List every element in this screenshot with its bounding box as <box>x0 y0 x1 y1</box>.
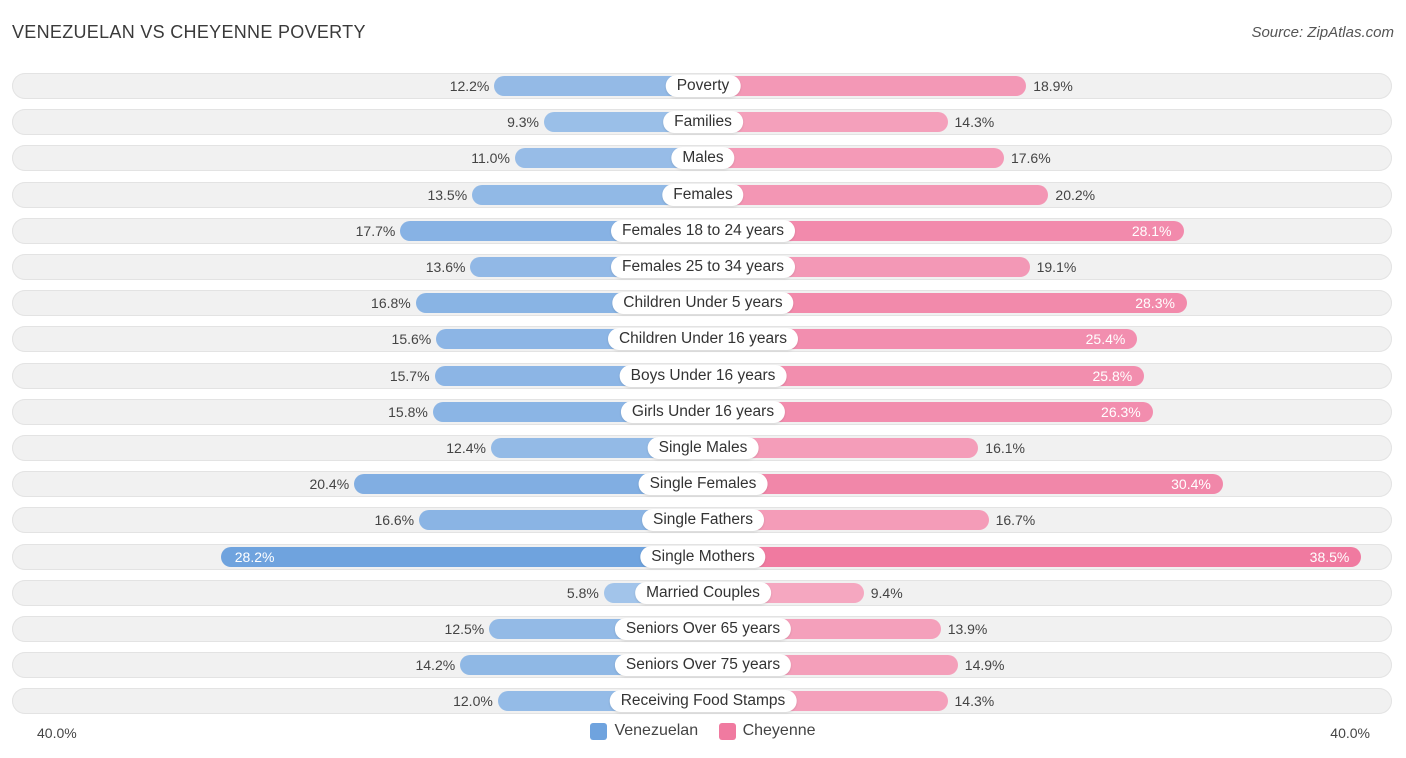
value-venezuelan-females-25-to-34-years: 13.6% <box>425 259 466 275</box>
value-cheyenne-poverty: 18.9% <box>1033 78 1073 94</box>
value-cheyenne-boys-under-16-years: 25.8% <box>1092 367 1133 384</box>
bar-cheyenne-poverty[interactable] <box>703 76 1027 96</box>
value-cheyenne-receiving-food-stamps: 14.3% <box>954 693 995 710</box>
bar-cheyenne-males[interactable] <box>703 148 1004 169</box>
bar-cheyenne-females[interactable] <box>703 184 1049 205</box>
value-cheyenne-married-couples: 9.4% <box>870 584 903 601</box>
category-label-children-under-16-years: Children Under 16 years <box>607 328 799 351</box>
value-venezuelan-receiving-food-stamps: 12.0% <box>453 693 493 710</box>
category-label-poverty: Poverty <box>665 75 741 97</box>
chart-title: VENEZUELAN VS CHEYENNE POVERTY <box>12 22 366 42</box>
legend-label-venezuelan: Venezuelan <box>614 722 699 739</box>
bar-venezuelan-single-females[interactable] <box>354 474 703 495</box>
bar-cheyenne-single-males[interactable] <box>703 438 979 458</box>
category-label-females-18-to-24-years: Females 18 to 24 years <box>611 219 795 242</box>
value-cheyenne-children-under-16-years: 25.4% <box>1085 331 1126 348</box>
source-note: Source: ZipAtlas.com <box>1251 24 1394 41</box>
value-venezuelan-girls-under-16-years: 15.8% <box>388 403 428 420</box>
value-cheyenne-females-18-to-24-years: 28.1% <box>1131 222 1172 239</box>
category-label-children-under-5-years: Children Under 5 years <box>612 292 794 315</box>
value-cheyenne-single-mothers: 38.5% <box>1309 548 1350 565</box>
category-label-females-25-to-34-years: Females 25 to 34 years <box>611 256 795 278</box>
category-label-males: Males <box>671 147 735 170</box>
bar-venezuelan-single-fathers[interactable] <box>419 510 703 531</box>
category-label-seniors-over-65-years: Seniors Over 65 years <box>614 618 792 640</box>
legend-swatch-venezuelan <box>590 722 608 740</box>
category-label-boys-under-16-years: Boys Under 16 years <box>619 364 787 387</box>
value-cheyenne-females: 20.2% <box>1055 186 1096 203</box>
value-venezuelan-boys-under-16-years: 15.7% <box>389 367 430 384</box>
legend-item-venezuelan[interactable]: Venezuelan <box>590 722 698 740</box>
value-venezuelan-single-mothers: 28.2% <box>234 548 275 565</box>
category-label-receiving-food-stamps: Receiving Food Stamps <box>609 690 797 713</box>
bar-venezuelan-poverty[interactable] <box>494 76 703 96</box>
value-cheyenne-single-females: 30.4% <box>1171 476 1211 493</box>
value-venezuelan-children-under-16-years: 15.6% <box>391 331 432 348</box>
legend-label-cheyenne: Cheyenne <box>742 722 816 739</box>
category-label-seniors-over-75-years: Seniors Over 75 years <box>614 654 792 677</box>
category-label-girls-under-16-years: Girls Under 16 years <box>620 400 786 423</box>
category-label-married-couples: Married Couples <box>635 581 771 604</box>
value-cheyenne-girls-under-16-years: 26.3% <box>1101 403 1141 420</box>
bar-cheyenne-children-under-5-years[interactable] <box>703 293 1187 314</box>
bar-cheyenne-single-females[interactable] <box>703 474 1223 495</box>
legend-item-cheyenne[interactable]: Cheyenne <box>718 722 816 740</box>
value-venezuelan-single-females: 20.4% <box>309 476 350 493</box>
bar-cheyenne-single-fathers[interactable] <box>703 510 989 531</box>
legend: Venezuelan Cheyenne <box>0 722 1406 745</box>
value-cheyenne-males: 17.6% <box>1010 150 1051 167</box>
value-venezuelan-families: 9.3% <box>507 114 539 131</box>
category-label-single-males: Single Males <box>647 437 759 459</box>
value-venezuelan-females-18-to-24-years: 17.7% <box>355 222 396 239</box>
value-venezuelan-poverty: 12.2% <box>449 78 490 94</box>
value-cheyenne-families: 14.3% <box>954 114 995 131</box>
value-venezuelan-single-fathers: 16.6% <box>374 512 415 529</box>
value-venezuelan-seniors-over-75-years: 14.2% <box>415 657 456 674</box>
value-cheyenne-children-under-5-years: 28.3% <box>1135 295 1175 312</box>
value-venezuelan-seniors-over-65-years: 12.5% <box>444 621 485 637</box>
bar-cheyenne-single-mothers[interactable] <box>703 546 1362 567</box>
value-venezuelan-married-couples: 5.8% <box>566 584 599 601</box>
category-label-females: Females <box>662 183 744 206</box>
category-label-single-fathers: Single Fathers <box>642 509 764 532</box>
category-label-single-mothers: Single Mothers <box>640 545 766 568</box>
value-cheyenne-single-males: 16.1% <box>985 440 1025 456</box>
category-label-families: Families <box>663 111 743 134</box>
value-venezuelan-single-males: 12.4% <box>446 440 486 456</box>
bar-cheyenne-children-under-16-years[interactable] <box>703 329 1138 350</box>
value-venezuelan-males: 11.0% <box>471 150 510 167</box>
bar-cheyenne-females-18-to-24-years[interactable] <box>703 220 1184 241</box>
bar-venezuelan-single-mothers[interactable] <box>220 546 703 567</box>
value-cheyenne-seniors-over-65-years: 13.9% <box>947 621 988 637</box>
axis-label-left: 40.0% <box>37 725 77 741</box>
value-cheyenne-single-fathers: 16.7% <box>995 512 1036 529</box>
bar-venezuelan-males[interactable] <box>514 148 703 169</box>
value-venezuelan-children-under-5-years: 16.8% <box>371 295 411 312</box>
bar-cheyenne-girls-under-16-years[interactable] <box>703 401 1153 422</box>
value-cheyenne-seniors-over-75-years: 14.9% <box>964 657 1005 674</box>
bar-cheyenne-boys-under-16-years[interactable] <box>703 365 1145 386</box>
legend-swatch-cheyenne <box>718 722 736 740</box>
value-venezuelan-females: 13.5% <box>427 186 468 203</box>
value-cheyenne-females-25-to-34-years: 19.1% <box>1036 259 1077 275</box>
bar-cheyenne-families[interactable] <box>703 112 948 133</box>
category-label-single-females: Single Females <box>638 473 768 496</box>
axis-label-right: 40.0% <box>1330 725 1370 741</box>
bar-venezuelan-females[interactable] <box>472 184 703 205</box>
